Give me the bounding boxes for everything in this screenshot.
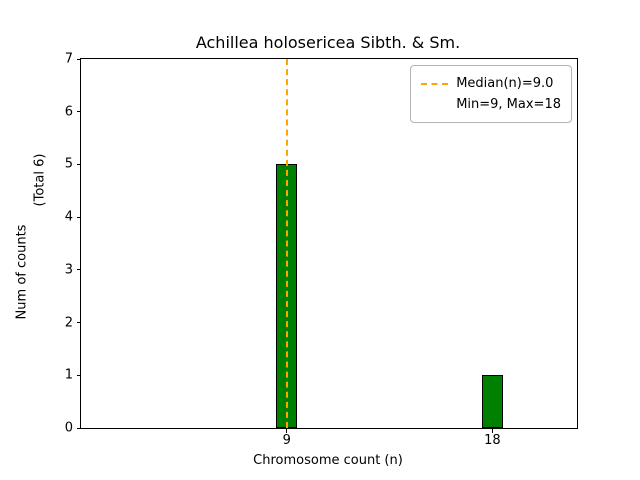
y-tick-label: 3	[64, 262, 73, 278]
y-tick-label: 5	[64, 156, 73, 172]
y-tick-label: 6	[64, 104, 73, 120]
y-tick-label: 7	[64, 51, 73, 67]
y-tick-mark	[77, 374, 81, 376]
legend-label-median: Median(n)=9.0	[456, 76, 554, 91]
y-tick-mark	[77, 427, 81, 429]
bar-n18	[482, 375, 503, 428]
y-tick-label: 0	[64, 420, 73, 436]
y-tick-mark	[77, 216, 81, 218]
legend: Median(n)=9.0 Min=9, Max=18	[410, 65, 572, 123]
plot-area: Median(n)=9.0 Min=9, Max=18 0 1 2 3 4 5 6 7 9 18	[65, 53, 578, 447]
y-tick-mark	[77, 111, 81, 113]
y-tick-label: 2	[64, 315, 73, 331]
x-tick-mark	[286, 428, 288, 433]
x-tick-mark	[491, 428, 493, 433]
legend-entry-median: Median(n)=9.0	[421, 73, 561, 94]
x-axis-label: Chromosome count (n)	[253, 453, 403, 468]
y-tick-mark	[77, 269, 81, 271]
y-axis-label-total: (Total 6)	[32, 153, 48, 207]
median-dashed-line-icon	[421, 82, 449, 85]
y-tick-mark	[77, 322, 81, 324]
legend-entry-minmax: Min=9, Max=18	[421, 94, 561, 115]
y-tick-label: 4	[64, 209, 73, 225]
legend-label-minmax: Min=9, Max=18	[456, 97, 561, 112]
y-tick-label: 1	[64, 367, 73, 383]
y-tick-mark	[77, 163, 81, 165]
y-axis-label: Num of counts	[14, 224, 30, 320]
chart-title: Achillea holosericea Sibth. & Sm.	[195, 33, 461, 52]
median-line	[285, 59, 288, 428]
y-tick-mark	[77, 58, 81, 60]
x-tick-label: 18	[484, 433, 501, 448]
x-tick-label: 9	[282, 433, 291, 448]
